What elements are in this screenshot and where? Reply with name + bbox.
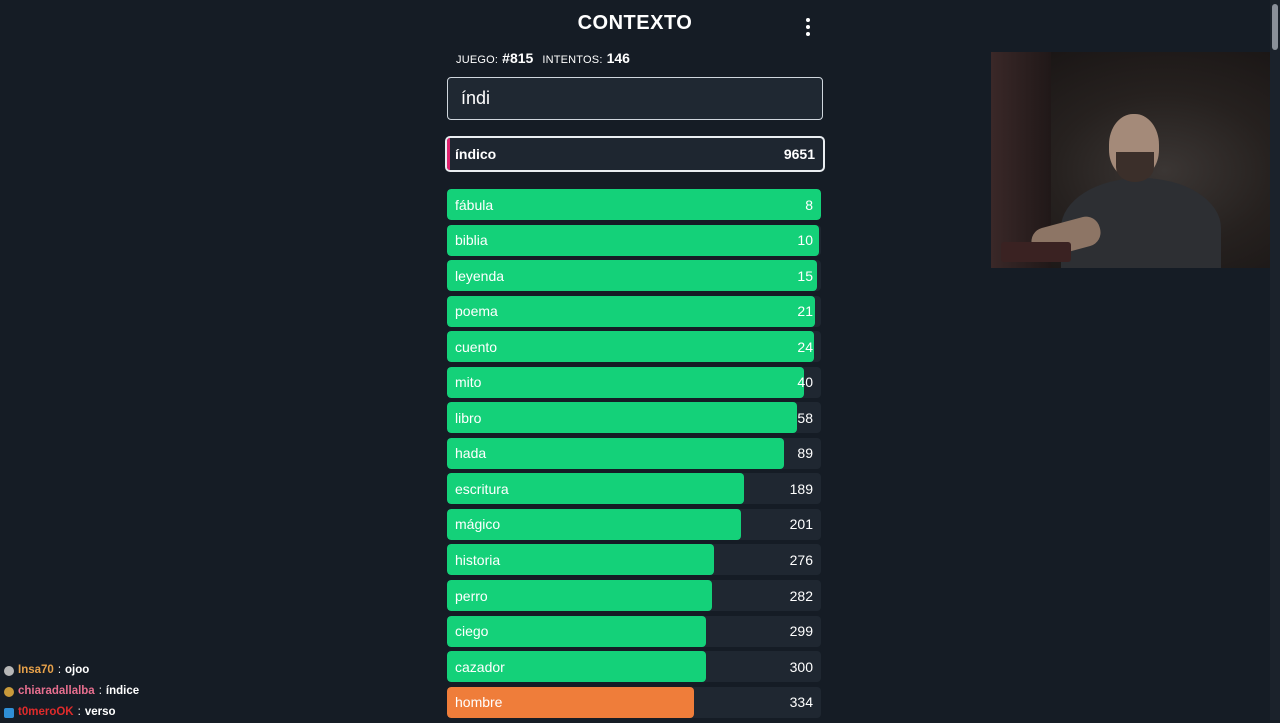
guess-word: cuento (455, 338, 498, 355)
stream-chat: Insa70: ojoo chiaradallalba: índice t0meroOK… (4, 660, 139, 723)
chat-separator: : (77, 706, 81, 718)
guess-row: cuento 24 (447, 331, 821, 363)
vertical-dots-icon (806, 25, 810, 29)
guess-rank: 8 (805, 196, 813, 213)
attempts-count: 146 (606, 50, 630, 66)
guess-rank: 282 (789, 587, 813, 604)
guess-word: hada (455, 445, 487, 462)
guess-row: leyenda 15 (447, 260, 821, 292)
guess-row: biblia 10 (447, 224, 821, 256)
guess-rank: 15 (797, 267, 813, 284)
similarity-bar (447, 366, 805, 398)
vertical-dots-icon (806, 32, 810, 36)
guess-rank: 189 (789, 480, 813, 497)
chat-username[interactable]: chiaradallalba (18, 685, 95, 697)
guess-word: mito (455, 374, 482, 391)
guess-input[interactable] (447, 77, 823, 120)
guess-row: ciego 299 (447, 615, 821, 647)
guess-rank: 21 (797, 303, 813, 320)
page-scrollbar[interactable] (1270, 0, 1280, 720)
guess-rank: 40 (797, 374, 813, 391)
similarity-bar (447, 331, 814, 363)
guess-row: historia 276 (447, 544, 821, 576)
guess-rank: 24 (797, 338, 813, 355)
chat-text: verso (84, 706, 116, 718)
guess-row: perro 282 (447, 580, 821, 612)
chat-badge-icon (4, 665, 14, 676)
chat-message: chiaradallalba: índice (4, 681, 139, 702)
similarity-bar (447, 508, 741, 540)
guess-rank: 299 (789, 623, 813, 640)
current-guess-rank: 9651 (783, 146, 815, 162)
guess-row: poema 21 (447, 295, 821, 327)
attempts-label: INTENTOS: (542, 54, 603, 66)
similarity-bar (447, 473, 745, 505)
guess-word: escritura (455, 480, 509, 497)
chat-text: índice (105, 685, 140, 697)
guess-row: mito 40 (447, 366, 821, 398)
guess-row: escritura 189 (447, 473, 821, 505)
guess-word: libro (455, 409, 482, 426)
guess-word: historia (455, 551, 501, 568)
similarity-bar (447, 295, 816, 327)
guess-row: mágico 201 (447, 508, 821, 540)
similarity-bar (447, 224, 820, 256)
similarity-bar (447, 651, 706, 683)
chat-message: Insa70: ojoo (4, 660, 139, 681)
guess-word: leyenda (455, 267, 505, 284)
game-number: #815 (502, 50, 534, 66)
current-guess-accent (447, 138, 450, 170)
similarity-bar (447, 260, 818, 292)
guess-word: poema (455, 303, 498, 320)
guess-word: mágico (455, 516, 501, 533)
guess-row: libro 58 (447, 402, 821, 434)
guess-row: hombre 334 (447, 686, 821, 718)
chat-badge-icon (4, 686, 14, 697)
guess-row: fábula 8 (447, 189, 821, 220)
scrollbar-thumb[interactable] (1272, 4, 1278, 50)
guess-word: fábula (455, 196, 494, 213)
guess-word: ciego (455, 623, 489, 640)
chat-username[interactable]: Insa70 (18, 664, 54, 676)
chat-text: ojoo (65, 664, 90, 676)
guess-word: biblia (455, 232, 488, 249)
guess-rank: 58 (797, 409, 813, 426)
similarity-bar (447, 189, 821, 220)
game-label: JUEGO: (456, 54, 499, 66)
vertical-dots-icon (806, 18, 810, 22)
guess-rank: 300 (789, 658, 813, 675)
guess-list: fábula 8 biblia 10 leyenda 15 poema 21 cuento 24 m… (447, 189, 821, 722)
game-stats: JUEGO: #815 INTENTOS: 146 (456, 50, 639, 66)
game-title: CONTEXTO (577, 12, 693, 34)
current-guess-row: índico 9651 (445, 136, 825, 172)
similarity-bar (447, 437, 784, 469)
similarity-bar (447, 402, 797, 434)
guess-word: cazador (455, 658, 505, 675)
guess-row: hada 89 (447, 437, 821, 469)
guess-word: hombre (455, 694, 503, 711)
chat-badge-icon (4, 707, 14, 718)
guess-rank: 276 (789, 551, 813, 568)
guess-rank: 334 (789, 694, 813, 711)
chat-separator: : (57, 664, 62, 676)
guess-word: perro (455, 587, 488, 604)
webcam-feed (991, 52, 1280, 268)
similarity-bar (447, 580, 712, 612)
chat-separator: : (98, 685, 102, 697)
guess-row: cazador 300 (447, 651, 821, 683)
guess-rank: 10 (797, 232, 813, 249)
menu-button[interactable] (798, 14, 818, 40)
chat-message: t0meroOK: verso (4, 702, 139, 723)
guess-rank: 201 (789, 516, 813, 533)
similarity-bar (447, 615, 707, 647)
chat-username[interactable]: t0meroOK (18, 706, 74, 718)
guess-rank: 89 (797, 445, 813, 462)
current-guess-word: índico (455, 146, 497, 162)
similarity-bar (447, 544, 714, 576)
similarity-bar (447, 686, 695, 718)
